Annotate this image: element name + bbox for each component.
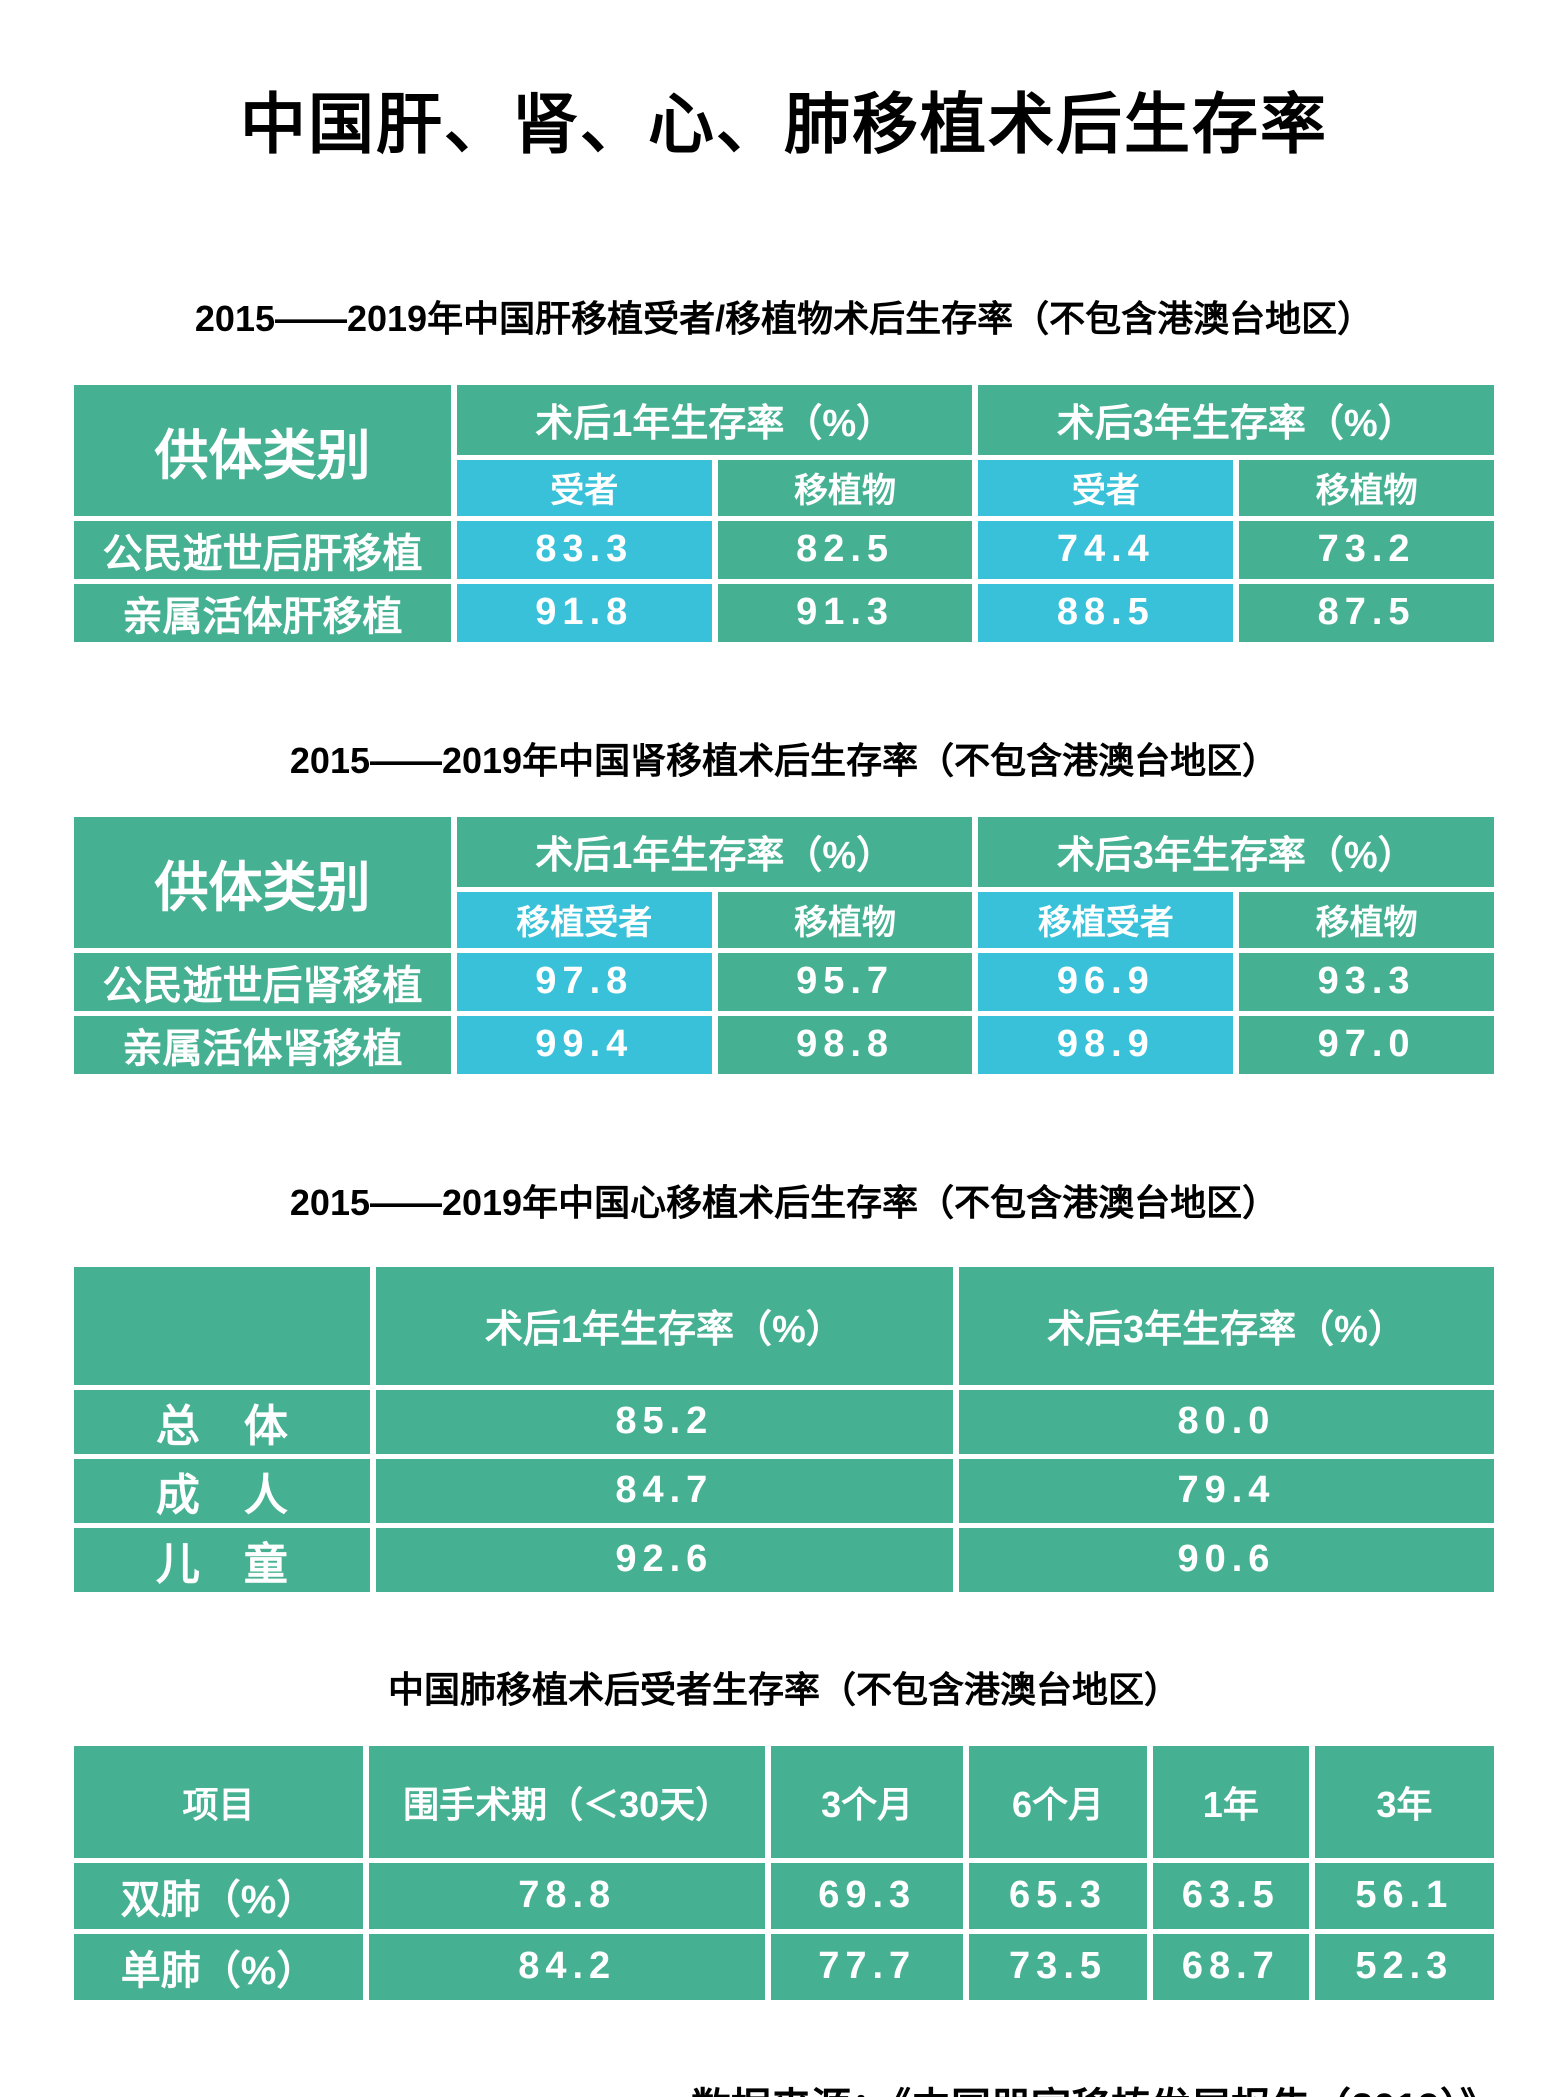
value-cell: 99.4 — [456, 1015, 712, 1074]
value-cell: 73.2 — [1239, 520, 1494, 579]
value-cell: 82.5 — [717, 520, 973, 579]
kidney-group-header-3yr: 术后3年生存率（%） — [978, 816, 1494, 887]
value-cell: 56.1 — [1314, 1862, 1494, 1929]
data-source: 数据来源：《中国器官移植发展报告（2019）》 — [691, 2086, 1500, 2097]
lung-header-1yr: 1年 — [1152, 1745, 1309, 1858]
liver-group-header-1yr: 术后1年生存率（%） — [456, 384, 973, 455]
liver-group-header-3yr: 术后3年生存率（%） — [978, 384, 1494, 455]
kidney-subheader-graft-1yr: 移植物 — [717, 891, 973, 948]
value-cell: 93.3 — [1239, 952, 1494, 1011]
kidney-subheader-recipient-3yr: 移植受者 — [978, 891, 1234, 948]
lung-header-6mo: 6个月 — [969, 1745, 1147, 1858]
value-cell: 78.8 — [369, 1862, 766, 1929]
liver-subheader-graft-3yr: 移植物 — [1239, 459, 1494, 516]
value-cell: 77.7 — [771, 1933, 964, 2000]
table-row: 儿 童 92.6 90.6 — [74, 1527, 1494, 1592]
lung-table-caption: 中国肺移植术后受者生存率（不包含港澳台地区） — [387, 1668, 1180, 1710]
row-label: 双肺（%） — [74, 1862, 364, 1929]
liver-table: 供体类别 术后1年生存率（%） 术后3年生存率（%） 受者 移植物 受者 移植物… — [68, 380, 1500, 647]
table-row: 供体类别 术后1年生存率（%） 术后3年生存率（%） — [74, 384, 1494, 516]
value-cell: 63.5 — [1152, 1862, 1309, 1929]
value-cell: 97.0 — [1239, 1015, 1494, 1074]
value-cell: 83.3 — [456, 520, 712, 579]
table-row: 术后1年生存率（%） 术后3年生存率（%） — [74, 1266, 1494, 1385]
table-row: 成 人 84.7 79.4 — [74, 1458, 1494, 1523]
kidney-group-header-1yr: 术后1年生存率（%） — [456, 816, 973, 887]
table-row: 总 体 85.2 80.0 — [74, 1389, 1494, 1454]
lung-header-3yr: 3年 — [1314, 1745, 1494, 1858]
kidney-subheader-graft-3yr: 移植物 — [1239, 891, 1494, 948]
row-label: 亲属活体肝移植 — [74, 583, 451, 642]
value-cell: 68.7 — [1152, 1933, 1309, 2000]
value-cell: 85.2 — [375, 1389, 953, 1454]
value-cell: 95.7 — [717, 952, 973, 1011]
value-cell: 87.5 — [1239, 583, 1494, 642]
liver-subheader-recipient-1yr: 受者 — [456, 459, 712, 516]
kidney-corner-header: 供体类别 — [74, 816, 451, 948]
liver-subheader-graft-1yr: 移植物 — [717, 459, 973, 516]
row-label: 成 人 — [74, 1458, 370, 1523]
heart-header-3yr: 术后3年生存率（%） — [958, 1266, 1494, 1385]
value-cell: 92.6 — [375, 1527, 953, 1592]
row-label: 亲属活体肾移植 — [74, 1015, 451, 1074]
value-cell: 79.4 — [958, 1458, 1494, 1523]
heart-corner-empty — [74, 1266, 370, 1385]
value-cell: 98.9 — [978, 1015, 1234, 1074]
table-row: 公民逝世后肝移植 83.3 82.5 74.4 73.2 — [74, 520, 1494, 579]
liver-table-caption: 2015——2019年中国肝移植受者/移植物术后生存率（不包含港澳台地区） — [194, 297, 1374, 339]
lung-header-item: 项目 — [74, 1745, 364, 1858]
value-cell: 91.3 — [717, 583, 973, 642]
value-cell: 97.8 — [456, 952, 712, 1011]
liver-subheader-recipient-3yr: 受者 — [978, 459, 1234, 516]
lung-header-3mo: 3个月 — [771, 1745, 964, 1858]
kidney-table: 供体类别 术后1年生存率（%） 术后3年生存率（%） 移植受者 移植物 移植受者… — [68, 812, 1500, 1079]
value-cell: 65.3 — [969, 1862, 1147, 1929]
table-row: 单肺（%） 84.2 77.7 73.5 68.7 52.3 — [74, 1933, 1494, 2000]
value-cell: 96.9 — [978, 952, 1234, 1011]
value-cell: 80.0 — [958, 1389, 1494, 1454]
heart-table-caption: 2015——2019年中国心移植术后生存率（不包含港澳台地区） — [289, 1181, 1279, 1223]
value-cell: 98.8 — [717, 1015, 973, 1074]
value-cell: 74.4 — [978, 520, 1234, 579]
table-row: 亲属活体肝移植 91.8 91.3 88.5 87.5 — [74, 583, 1494, 642]
row-label: 单肺（%） — [74, 1933, 364, 2000]
value-cell: 52.3 — [1314, 1933, 1494, 2000]
value-cell: 90.6 — [958, 1527, 1494, 1592]
heart-table: 术后1年生存率（%） 术后3年生存率（%） 总 体 85.2 80.0 成 人 … — [68, 1262, 1500, 1597]
liver-corner-header: 供体类别 — [74, 384, 451, 516]
table-row: 亲属活体肾移植 99.4 98.8 98.9 97.0 — [74, 1015, 1494, 1074]
row-label: 总 体 — [74, 1389, 370, 1454]
table-row: 双肺（%） 78.8 69.3 65.3 63.5 56.1 — [74, 1862, 1494, 1929]
page-title: 中国肝、肾、心、肺移植术后生存率 — [240, 87, 1328, 161]
value-cell: 69.3 — [771, 1862, 964, 1929]
lung-table: 项目 围手术期（＜30天） 3个月 6个月 1年 3年 双肺（%） 78.8 6… — [68, 1741, 1500, 2005]
value-cell: 73.5 — [969, 1933, 1147, 2000]
table-row: 供体类别 术后1年生存率（%） 术后3年生存率（%） — [74, 816, 1494, 948]
value-cell: 84.7 — [375, 1458, 953, 1523]
table-row: 移植受者 移植物 移植受者 移植物 — [74, 891, 1494, 948]
data-source-row: 数据来源：《中国器官移植发展报告（2019）》 — [68, 2075, 1500, 2097]
table-row: 公民逝世后肾移植 97.8 95.7 96.9 93.3 — [74, 952, 1494, 1011]
table-row: 项目 围手术期（＜30天） 3个月 6个月 1年 3年 — [74, 1745, 1494, 1858]
heart-header-1yr: 术后1年生存率（%） — [375, 1266, 953, 1385]
row-label: 儿 童 — [74, 1527, 370, 1592]
kidney-subheader-recipient-1yr: 移植受者 — [456, 891, 712, 948]
lung-header-perioperative: 围手术期（＜30天） — [369, 1745, 766, 1858]
table-row: 受者 移植物 受者 移植物 — [74, 459, 1494, 516]
value-cell: 91.8 — [456, 583, 712, 642]
row-label: 公民逝世后肝移植 — [74, 520, 451, 579]
value-cell: 88.5 — [978, 583, 1234, 642]
value-cell: 84.2 — [369, 1933, 766, 2000]
row-label: 公民逝世后肾移植 — [74, 952, 451, 1011]
kidney-table-caption: 2015——2019年中国肾移植术后生存率（不包含港澳台地区） — [289, 739, 1279, 781]
